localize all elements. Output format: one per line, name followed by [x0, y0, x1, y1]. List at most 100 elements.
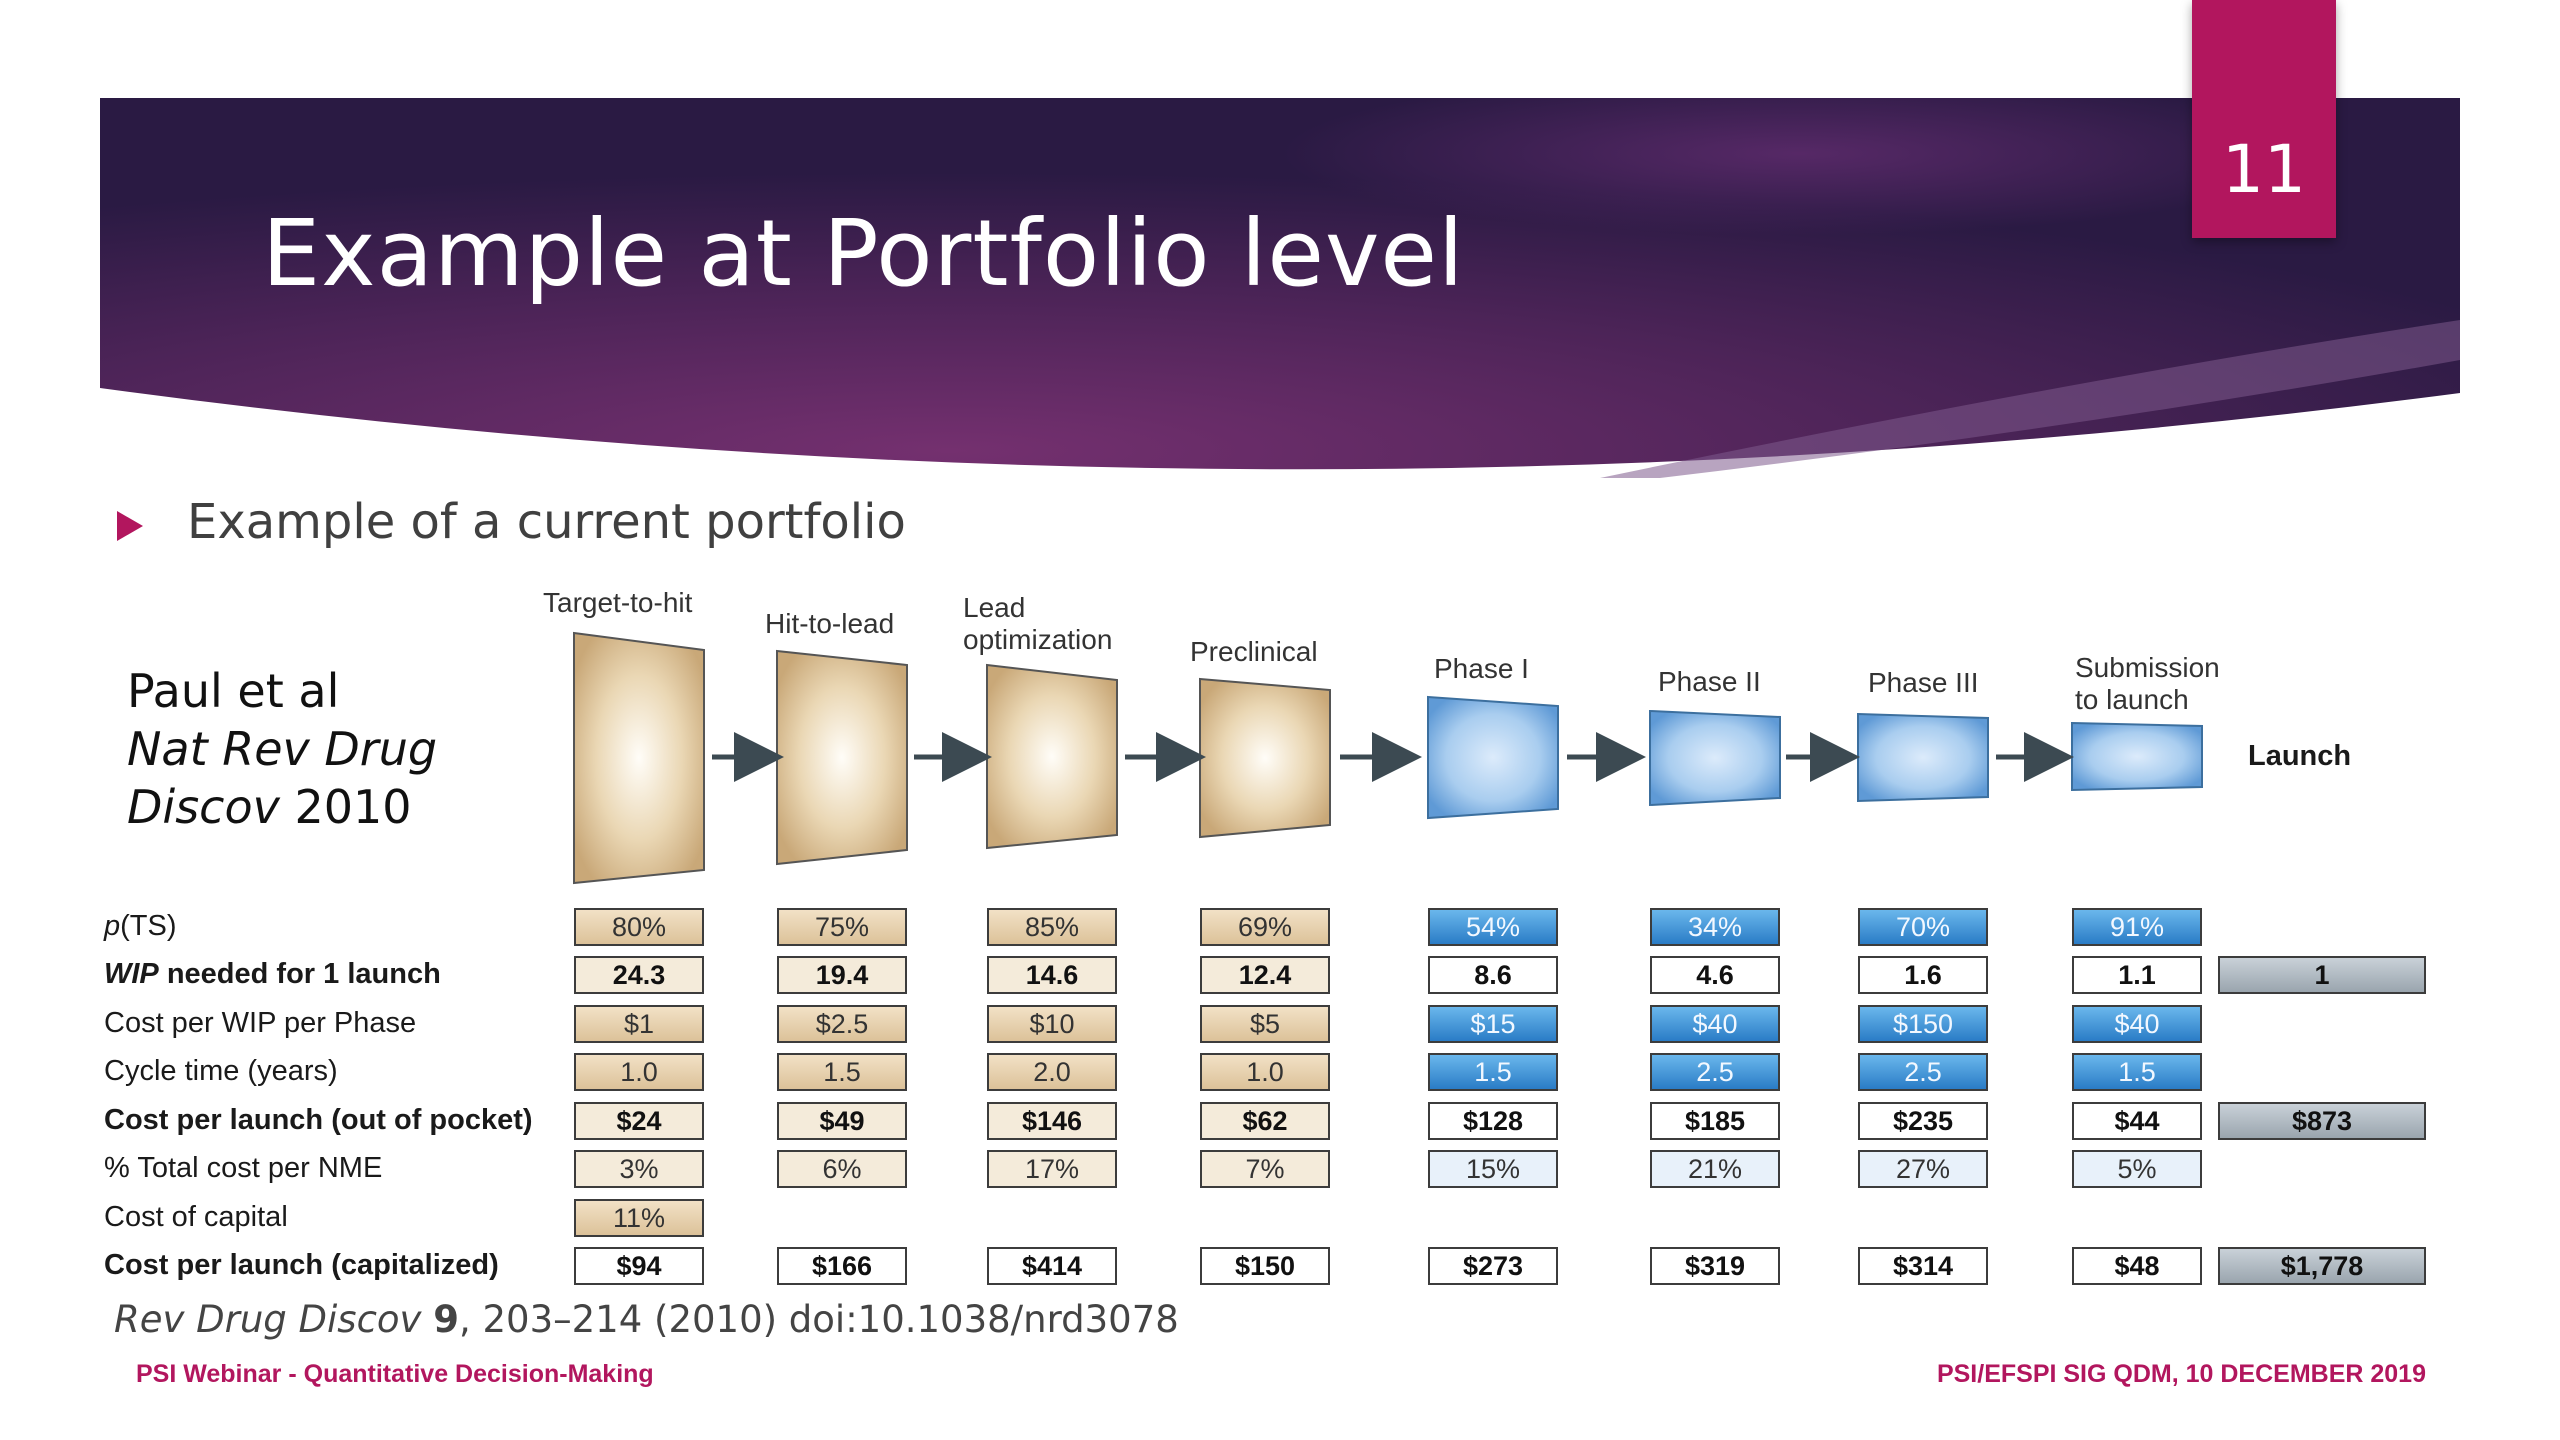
stage-heading-label-2: optimization: [963, 624, 1113, 655]
stage-heading-label: Phase I: [1434, 653, 1529, 684]
reference-volume: 9: [433, 1298, 459, 1341]
bullet-arrow-icon: [117, 511, 143, 541]
reference-rest: , 203–214 (2010) doi:10.1038/nrd3078: [458, 1298, 1179, 1341]
cell-cost-launch-total: $873: [2218, 1102, 2426, 1140]
cell-wip-phase-1: 8.6: [1428, 956, 1558, 994]
cell-pct-phase-1: 15%: [1428, 1150, 1558, 1188]
cell-cost-launch-hit-to-lead: $49: [777, 1102, 907, 1140]
cell-pct-phase-3: 27%: [1858, 1150, 1988, 1188]
title-banner: [100, 98, 2460, 478]
cell-cost-launch-lead-optimization: $146: [987, 1102, 1117, 1140]
citation-line-2: Nat Rev Drug: [127, 722, 438, 776]
cell-pct-preclinical: 7%: [1200, 1150, 1330, 1188]
cell-cost-launch-submission: $44: [2072, 1102, 2202, 1140]
reference-journal: Rev Drug Discov: [114, 1298, 422, 1341]
cell-cycle-phase-2: 2.5: [1650, 1053, 1780, 1091]
funnel-hit-to-lead: [776, 649, 908, 866]
row-label-cycle: Cycle time (years): [104, 1055, 338, 1087]
cell-capitalized-hit-to-lead: $166: [777, 1247, 907, 1285]
stage-heading-label: Phase III: [1868, 667, 1979, 698]
citation-line-3-italic: Discov: [127, 780, 280, 834]
cell-wip-target-to-hit: 24.3: [574, 956, 704, 994]
row-label-wip-italic: WIP: [104, 958, 159, 990]
row-label-pct-total: % Total cost per NME: [104, 1152, 383, 1184]
footer-left: PSI Webinar - Quantitative Decision-Maki…: [136, 1360, 654, 1388]
stage-heading-target-to-hit: Target-to-hit: [543, 587, 692, 619]
row-label-capitalized: Cost per launch (capitalized): [104, 1249, 499, 1281]
cell-pts-phase-1: 54%: [1428, 908, 1558, 946]
cell-capital-rate: 11%: [574, 1199, 704, 1237]
stage-heading-hit-to-lead: Hit-to-lead: [765, 608, 894, 640]
cell-capitalized-submission: $48: [2072, 1247, 2202, 1285]
page-number: 11: [2222, 131, 2306, 208]
cell-wip-lead-optimization: 14.6: [987, 956, 1117, 994]
cell-cost-launch-target-to-hit: $24: [574, 1102, 704, 1140]
cell-capitalized-lead-optimization: $414: [987, 1247, 1117, 1285]
stage-heading-label: Preclinical: [1190, 636, 1318, 667]
row-label-wip-rest: needed for 1 launch: [158, 958, 441, 990]
citation-block: Paul et al Nat Rev Drug Discov 2010: [127, 662, 437, 836]
cell-cost-launch-phase-3: $235: [1858, 1102, 1988, 1140]
stage-heading-lead-optimization: Lead optimization: [963, 592, 1112, 656]
cell-wip-submission: 1.1: [2072, 956, 2202, 994]
cell-cost-wip-phase-3: $150: [1858, 1005, 1988, 1043]
stage-heading-label: Hit-to-lead: [765, 608, 895, 639]
funnel-target-to-hit: [573, 631, 705, 885]
cell-cost-wip-target-to-hit: $1: [574, 1005, 704, 1043]
page-number-tab: 11: [2192, 0, 2336, 238]
cell-pts-phase-3: 70%: [1858, 908, 1988, 946]
cell-capitalized-preclinical: $150: [1200, 1247, 1330, 1285]
cell-cycle-phase-3: 2.5: [1858, 1053, 1988, 1091]
stage-heading-label: Phase II: [1658, 666, 1761, 697]
cell-pts-lead-optimization: 85%: [987, 908, 1117, 946]
cell-pts-submission: 91%: [2072, 908, 2202, 946]
row-label-cost-wip: Cost per WIP per Phase: [104, 1007, 417, 1039]
cell-pct-target-to-hit: 3%: [574, 1150, 704, 1188]
cell-wip-preclinical: 12.4: [1200, 956, 1330, 994]
row-label-pts-rest: (TS): [120, 910, 177, 942]
stage-heading-label-2: to launch: [2075, 684, 2189, 715]
funnel-phase-2: [1649, 709, 1781, 807]
launch-label: Launch: [2248, 740, 2352, 772]
cell-wip-launch: 1: [2218, 956, 2426, 994]
slide-title: Example at Portfolio level: [262, 200, 1465, 307]
cell-cost-launch-phase-2: $185: [1650, 1102, 1780, 1140]
stage-heading-phase-2: Phase II: [1658, 666, 1761, 698]
row-label-pts-p: p: [104, 910, 121, 942]
cell-capitalized-target-to-hit: $94: [574, 1247, 704, 1285]
stage-heading-submission: Submission to launch: [2075, 652, 2220, 716]
row-label-wip: WIP needed for 1 launch: [104, 958, 441, 991]
cell-wip-phase-3: 1.6: [1858, 956, 1988, 994]
cell-cycle-preclinical: 1.0: [1200, 1053, 1330, 1091]
cell-cost-wip-phase-2: $40: [1650, 1005, 1780, 1043]
stage-heading-phase-3: Phase III: [1868, 667, 1979, 699]
funnel-phase-3: [1857, 712, 1989, 803]
cell-capitalized-phase-1: $273: [1428, 1247, 1558, 1285]
stage-heading-label: Target-to-hit: [543, 587, 693, 618]
cell-pct-hit-to-lead: 6%: [777, 1150, 907, 1188]
stage-heading-phase-1: Phase I: [1434, 653, 1529, 685]
cell-cost-launch-phase-1: $128: [1428, 1102, 1558, 1140]
row-label-pts: p(TS): [104, 910, 177, 943]
cell-cost-wip-preclinical: $5: [1200, 1005, 1330, 1043]
bullet-text: Example of a current portfolio: [187, 494, 906, 550]
cell-cost-wip-submission: $40: [2072, 1005, 2202, 1043]
cell-cycle-lead-optimization: 2.0: [987, 1053, 1117, 1091]
citation-line-3: Discov 2010: [127, 778, 437, 836]
footer-right: PSI/EFSPI SIG QDM, 10 DECEMBER 2019: [1936, 1360, 2426, 1388]
cell-cost-wip-lead-optimization: $10: [987, 1005, 1117, 1043]
cell-pct-submission: 5%: [2072, 1150, 2202, 1188]
cell-cycle-hit-to-lead: 1.5: [777, 1053, 907, 1091]
funnel-preclinical: [1199, 677, 1331, 839]
stage-heading-preclinical: Preclinical: [1190, 636, 1318, 668]
cell-pts-preclinical: 69%: [1200, 908, 1330, 946]
row-label-capital: Cost of capital: [104, 1201, 288, 1233]
cell-cycle-target-to-hit: 1.0: [574, 1053, 704, 1091]
cell-cycle-phase-1: 1.5: [1428, 1053, 1558, 1091]
funnel-phase-1: [1427, 695, 1559, 820]
stage-heading-label: Lead: [963, 592, 1026, 623]
reference-line: Rev Drug Discov 9, 203–214 (2010) doi:10…: [114, 1298, 1179, 1341]
funnel-submission: [2071, 721, 2203, 792]
